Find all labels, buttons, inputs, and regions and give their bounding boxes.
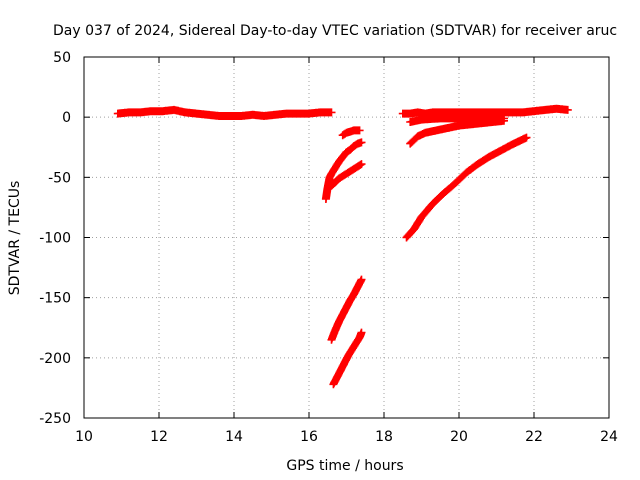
x-tick-label: 10 (75, 429, 93, 445)
plot-frame (83, 56, 610, 419)
data-point-markers (338, 126, 364, 140)
series-arc-18-6-21-8-100-to-17- (402, 133, 531, 242)
x-tick-label: 12 (150, 429, 168, 445)
y-tick-label: -100 (39, 231, 71, 247)
data-point-markers (327, 275, 366, 344)
chart-title: Day 037 of 2024, Sidereal Day-to-day VTE… (53, 23, 617, 39)
series-steep-arc-low-a (327, 275, 366, 344)
x-tick-label: 20 (450, 429, 468, 445)
y-tick-label: -150 (39, 291, 71, 307)
data-point-markers (398, 104, 572, 118)
x-axis-label: GPS time / hours (286, 458, 403, 474)
x-tick-label: 18 (375, 429, 393, 445)
data-point-markers (321, 138, 366, 203)
x-tick-label: 22 (525, 429, 543, 445)
series-steep-arc-low-b (329, 328, 366, 389)
data-point-markers (402, 133, 531, 242)
series-near-zero-band-b (398, 104, 572, 118)
series-short-arc-16-9-17-4 (338, 126, 364, 140)
y-tick-label: -200 (39, 351, 71, 367)
series-descending-arc-16-4-17-4 (321, 138, 366, 203)
y-tick-label: -250 (39, 411, 71, 427)
y-tick-label: 0 (62, 110, 71, 126)
data-points (113, 104, 572, 389)
data-point-markers (113, 105, 336, 120)
data-point-markers (406, 116, 508, 148)
x-tick-label: 24 (600, 429, 618, 445)
ticks: 10 12 14 16 18 20 22 24 -250 -200 -150 -100 -50 0 50 (39, 50, 618, 445)
series-arc-18-7-21-2-22-to-2- (406, 116, 508, 148)
data-point-markers (327, 160, 366, 190)
y-axis-label: SDTVAR / TECUs (7, 181, 23, 296)
x-tick-label: 16 (300, 429, 318, 445)
data-point-markers (329, 328, 366, 389)
series-arc-16-6-17-4-57-to-40- (327, 160, 366, 190)
y-tick-label: -50 (48, 170, 71, 186)
y-tick-label: 50 (53, 50, 71, 66)
series-near-zero-band-a (113, 105, 336, 120)
x-tick-label: 14 (225, 429, 243, 445)
